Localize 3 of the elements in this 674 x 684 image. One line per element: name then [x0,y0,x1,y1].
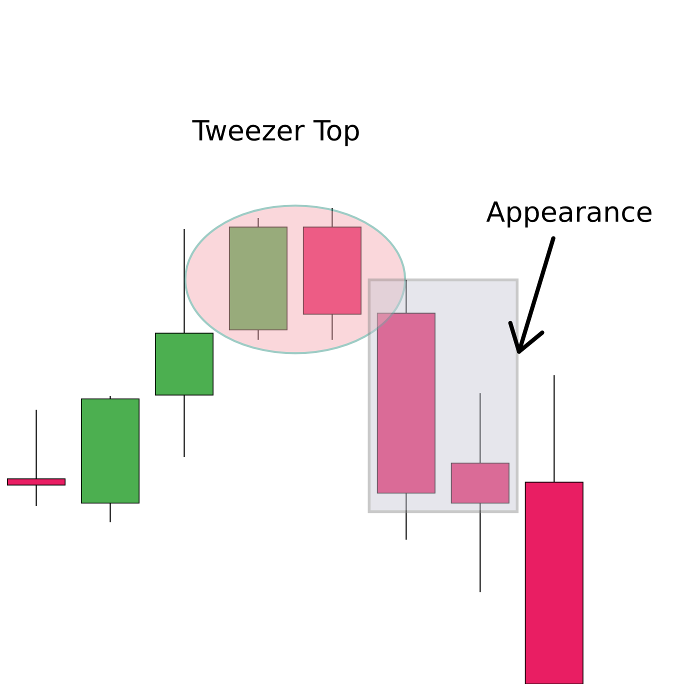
annotation: Appearance [486,202,652,228]
candlestick [6,409,66,507]
text: Tweezer Top [192,120,359,146]
